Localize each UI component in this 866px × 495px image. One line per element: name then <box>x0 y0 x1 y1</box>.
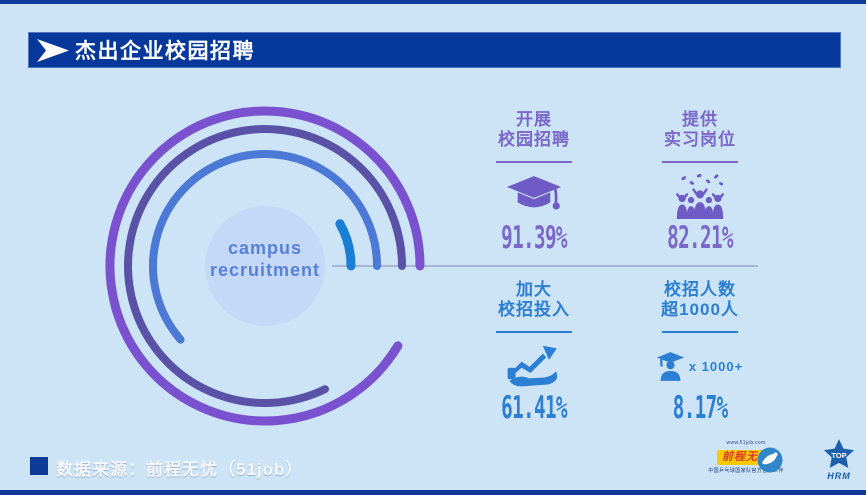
bottom-accent-strip <box>0 490 866 495</box>
stat-recruiting-investment: 加大 校招投入 61.41% <box>454 280 614 426</box>
header-title-bar: 杰出企业校园招聘 <box>28 32 841 68</box>
stat-label: 开展 校园招聘 <box>498 110 570 149</box>
stat-label: 加大 校招投入 <box>498 280 570 319</box>
stat-underline <box>496 161 572 163</box>
right-arrow-icon <box>37 38 69 62</box>
data-source-label: 数据来源：前程无忧（51job） <box>56 460 304 479</box>
chart-center-disc <box>205 206 325 326</box>
stat-value: 91.39% <box>501 220 567 256</box>
top-hrm-hrm-text: HRM <box>827 471 851 481</box>
progress-arc-3 <box>335 219 356 271</box>
progress-arc-2 <box>149 150 381 344</box>
stat-underline <box>662 161 738 163</box>
chart-center-label: campus recruitment <box>185 237 345 281</box>
stat-icon-area <box>454 173 614 219</box>
pingpong-team-logo-icon <box>757 447 783 473</box>
top-hrm-top-text: TOP <box>831 451 846 460</box>
graduate-person-icon <box>656 351 684 381</box>
chart-pointer-divider-line <box>332 265 758 267</box>
stat-label: 提供 实习岗位 <box>664 110 736 149</box>
celebrating-crowd-icon <box>676 173 724 219</box>
stat-value: 82.21% <box>667 220 733 256</box>
graduation-cap-icon <box>506 176 562 210</box>
stat-underline <box>496 331 572 333</box>
stat-hires-over-1000: 校招人数 超1000人 x 1000+ 8.17% <box>620 280 780 426</box>
source-bullet-square <box>30 457 48 475</box>
logo-51job-brand: 前程无忧 <box>722 451 770 463</box>
progress-arc-0 <box>105 106 425 426</box>
stat-icon-area: x 1000+ <box>620 343 780 389</box>
stat-value: 61.41% <box>501 390 567 426</box>
stat-icon-area <box>454 343 614 389</box>
logo-top-hrm: TOP HRM <box>820 439 858 481</box>
graduate-multiplier-label: x 1000+ <box>688 358 744 374</box>
hand-growth-arrow-icon <box>507 345 558 387</box>
chart-center-label-line2: recruitment <box>209 260 321 280</box>
chart-center-label-line1: campus <box>227 238 303 258</box>
progress-arc-1 <box>124 125 406 407</box>
stat-icon-area <box>620 173 780 219</box>
stat-internship-positions: 提供 实习岗位 <box>620 110 780 256</box>
logo-51job-url: www.51job.com <box>726 440 766 446</box>
stat-value: 8.17% <box>672 390 728 426</box>
page-title: 杰出企业校园招聘 <box>75 40 255 63</box>
radial-progress-chart <box>105 106 425 426</box>
top-accent-strip <box>0 0 866 4</box>
logo-partner-caption: 中国乒乓球国家队官方合作伙伴 <box>708 468 784 474</box>
top-hrm-star-icon: TOP <box>824 439 854 468</box>
stat-campus-recruiting: 开展 校园招聘 91.39% <box>454 110 614 256</box>
stat-underline <box>662 331 738 333</box>
stat-label: 校招人数 超1000人 <box>661 280 739 319</box>
